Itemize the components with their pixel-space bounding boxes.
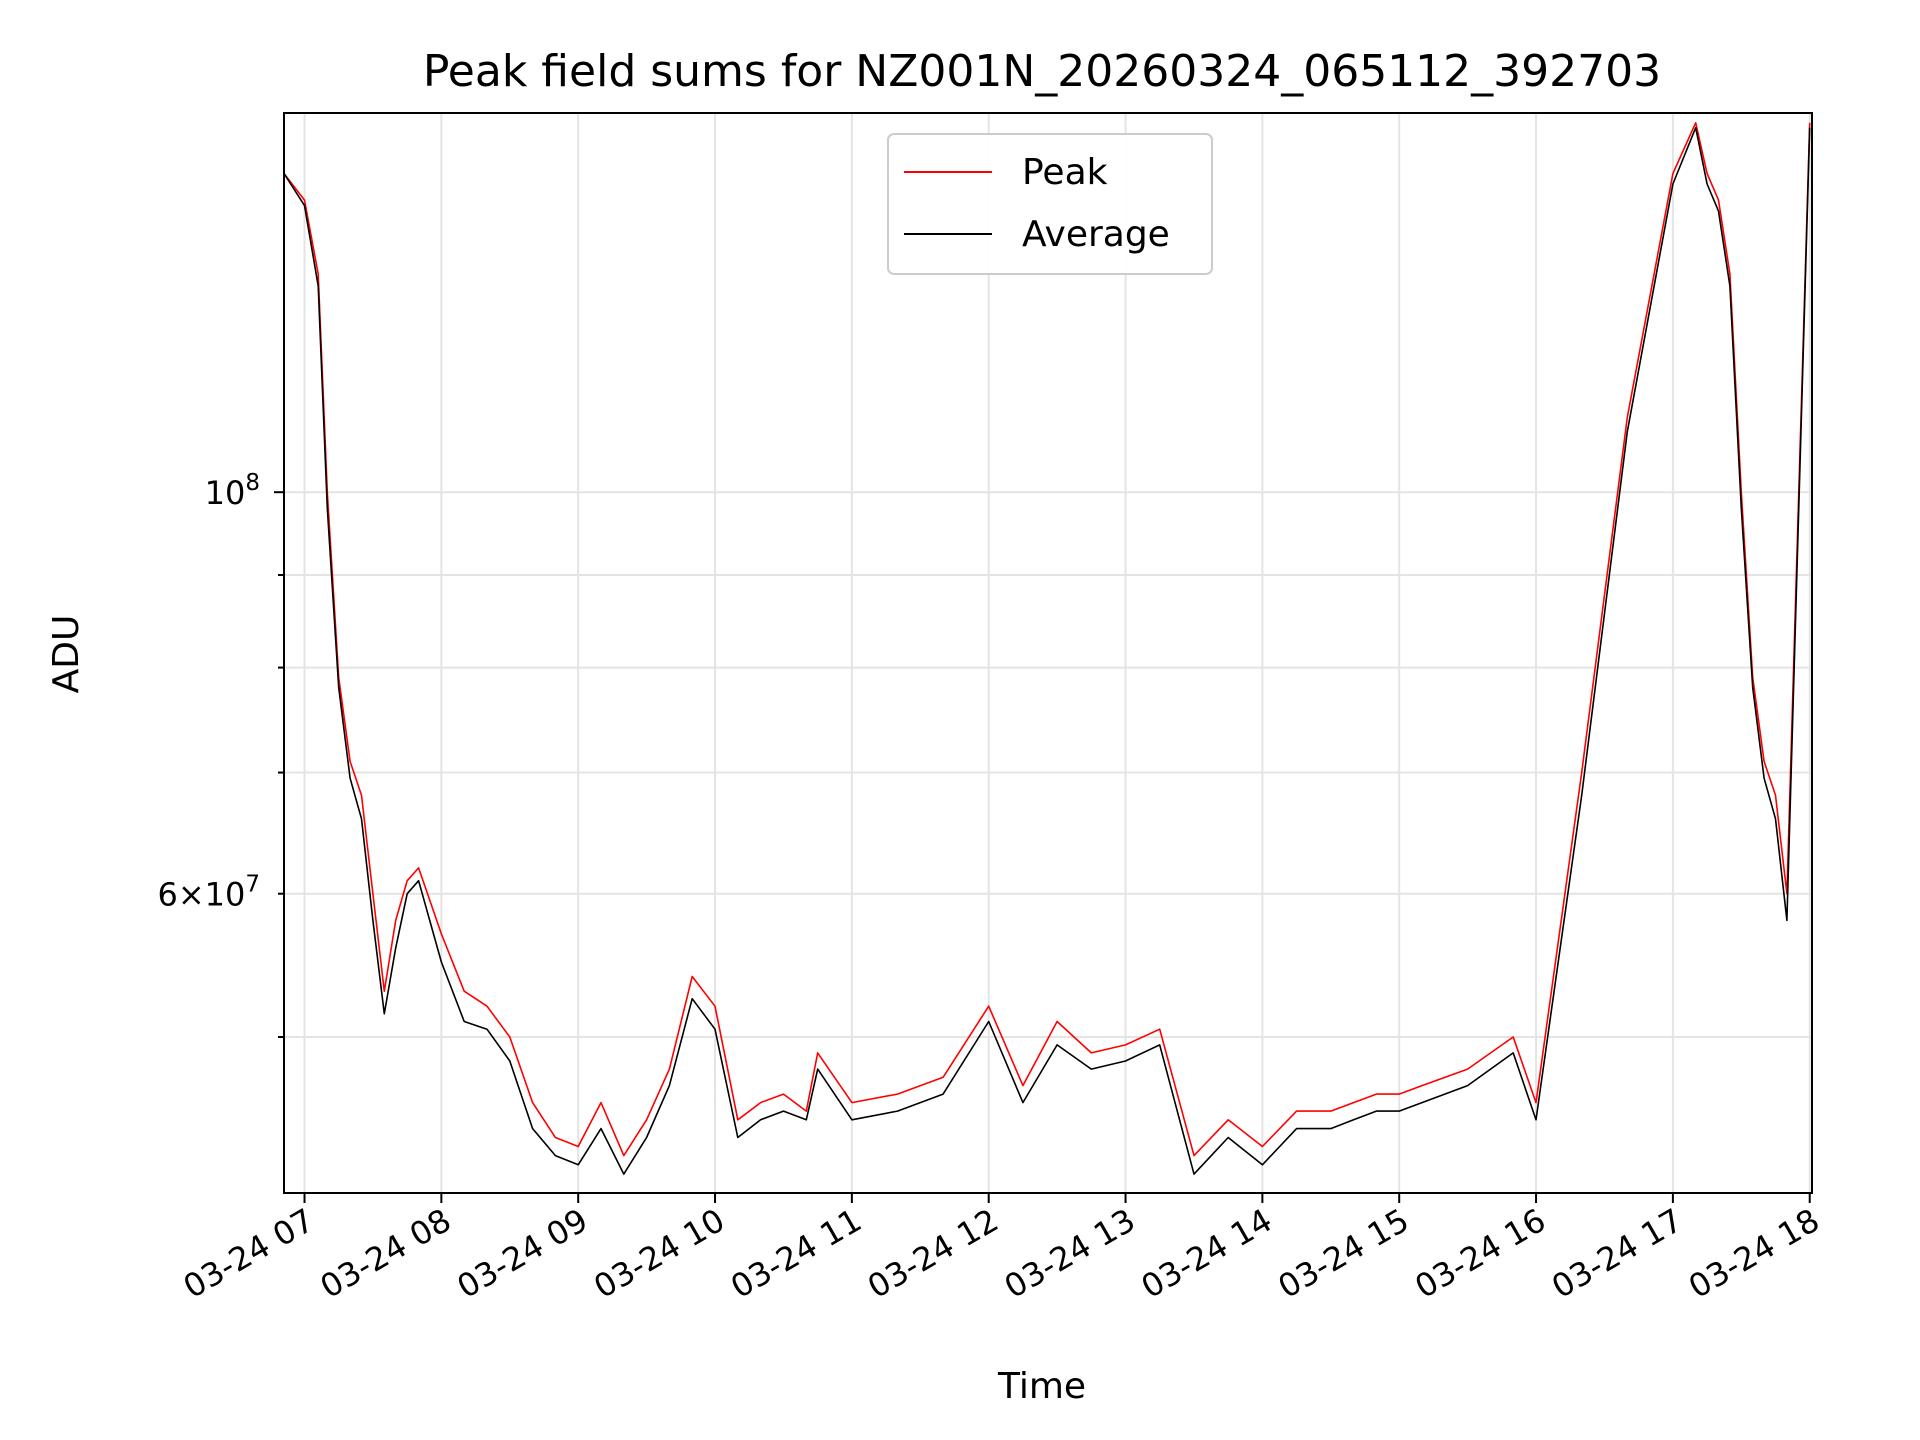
axes-frame [283, 112, 1813, 1194]
legend-box [887, 133, 1213, 275]
series-line-peak [283, 122, 1811, 1157]
y-tick-label: 6×107 [157, 872, 260, 914]
chart-title: Peak field sums for NZ001N_20260324_0651… [423, 46, 1661, 97]
series-line-average [283, 126, 1811, 1175]
legend: Peak Average [887, 133, 1213, 275]
grid-lines [284, 113, 1812, 1193]
y-axis-label: ADU [46, 615, 87, 694]
y-tick-label: 108 [205, 470, 260, 512]
legend-label-peak: Peak [1022, 152, 1108, 193]
x-axis-label: Time [997, 1366, 1086, 1407]
legend-label-average: Average [1022, 214, 1170, 255]
